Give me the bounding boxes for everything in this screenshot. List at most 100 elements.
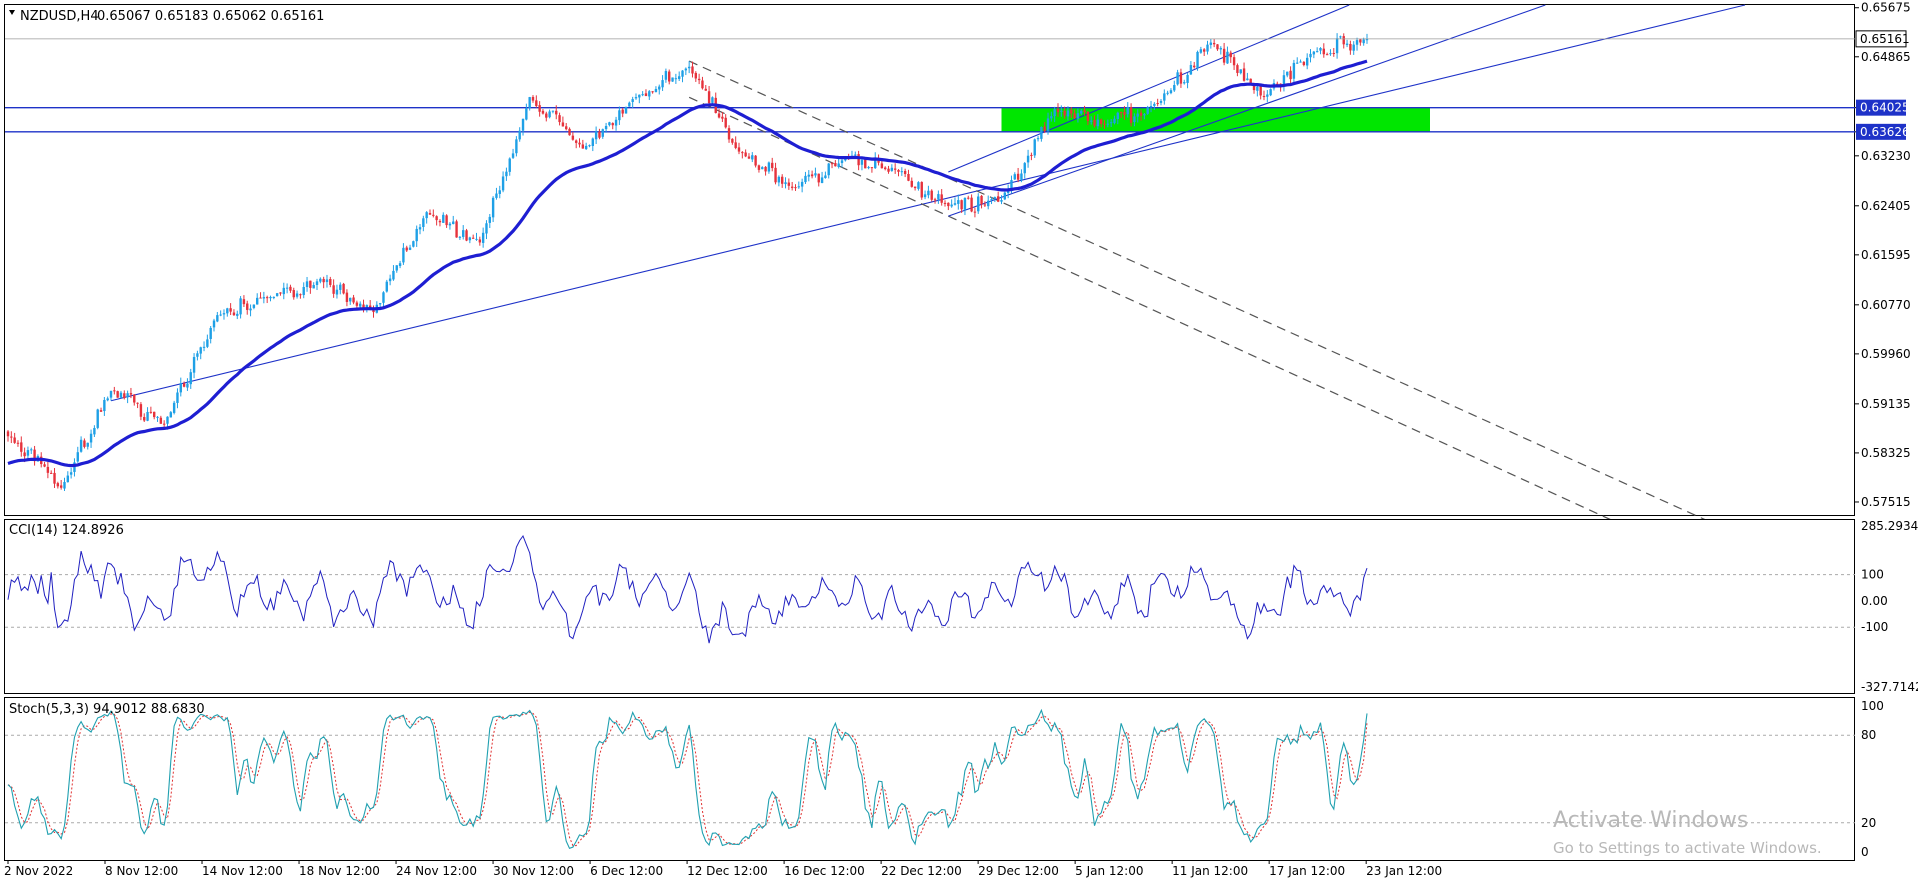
candle [634, 93, 638, 100]
candle [1016, 167, 1020, 183]
cci-line [5, 534, 1855, 644]
candle [468, 236, 472, 244]
price-panel[interactable]: 0.65675 0.64865 0.64025 0.63626 0.63230 0.624… [4, 1, 1911, 630]
candle [521, 118, 525, 136]
candle [594, 126, 598, 145]
candle [920, 181, 923, 200]
candle [265, 295, 269, 304]
candle [870, 166, 874, 173]
candle [1126, 102, 1129, 118]
candle [1309, 49, 1312, 63]
candle [661, 75, 664, 91]
candle [1033, 138, 1036, 158]
candle [884, 166, 887, 171]
cci-panel-frame [4, 519, 1855, 694]
candle [777, 175, 781, 187]
time-tick-label: 29 Dec 12:00 [978, 864, 1059, 878]
candle [628, 101, 631, 107]
candle [113, 386, 116, 395]
candle [1129, 103, 1133, 127]
candle [930, 189, 933, 202]
cci-panel[interactable]: 285.2934 100 0.00 -100 -327.7142 CCI(14) 124… [4, 519, 1918, 694]
candle [309, 280, 312, 294]
candle [697, 73, 701, 85]
candle [93, 425, 96, 437]
candle [69, 467, 73, 479]
candle [794, 184, 797, 191]
candle [638, 94, 641, 104]
candle [86, 442, 89, 450]
candle [325, 274, 329, 288]
candle [747, 153, 751, 160]
candle [1246, 72, 1249, 81]
candle [219, 310, 222, 317]
candle [256, 293, 259, 305]
candle [143, 413, 146, 422]
candle [621, 107, 624, 118]
candle [339, 282, 342, 295]
candle [601, 128, 604, 139]
candle [604, 122, 608, 133]
candle [960, 199, 963, 213]
cci-tick-label: 0.00 [1861, 594, 1888, 608]
candle [471, 234, 475, 239]
candle [668, 69, 671, 85]
time-tick-label: 2 Nov 2022 [4, 864, 73, 878]
candle [644, 89, 648, 97]
candle [46, 461, 50, 479]
candle [774, 162, 777, 185]
candle [192, 353, 196, 379]
candle [232, 309, 236, 316]
cci-tick-label: -327.7142 [1861, 680, 1918, 694]
candle [900, 167, 904, 176]
candle [970, 194, 973, 213]
candle [1040, 126, 1043, 142]
candle [887, 165, 890, 174]
price-tick-label: 0.60770 [1861, 298, 1911, 312]
level-tag-text: 0.63626 [1860, 125, 1910, 139]
cci-axis: 285.2934 100 0.00 -100 -327.7142 [1861, 519, 1918, 694]
candle [608, 121, 611, 127]
stoch-tick-label: 0 [1861, 845, 1869, 859]
candle [1143, 112, 1146, 120]
candle [834, 160, 837, 167]
stoch-lines [5, 708, 1855, 849]
candle [784, 177, 787, 189]
candle [292, 287, 295, 300]
price-panel-frame [4, 4, 1855, 516]
candle [1023, 161, 1026, 179]
candle [1296, 57, 1299, 64]
candle [56, 481, 60, 489]
stoch-panel[interactable]: 100 80 20 0 Stoch(5,3,3) 94.9012 88.6830 [4, 697, 1884, 861]
candle [824, 171, 827, 179]
candle [312, 282, 315, 289]
candle [246, 300, 249, 315]
candle [156, 415, 159, 422]
candle [993, 196, 997, 203]
activation-watermark: Activate Windows Go to Settings to activ… [1553, 808, 1822, 857]
price-tick-label: 0.61595 [1861, 248, 1911, 262]
candle [33, 445, 36, 466]
candle [475, 232, 478, 241]
candle [1099, 118, 1103, 128]
candle [109, 390, 113, 401]
candle [771, 157, 774, 172]
candle [1080, 109, 1083, 115]
candle [535, 95, 538, 108]
candle [13, 432, 16, 444]
candle [388, 274, 392, 286]
candle [123, 390, 126, 400]
candle [106, 396, 109, 402]
candle [1123, 106, 1126, 120]
candle [272, 296, 276, 300]
candle [282, 282, 285, 300]
candle [1136, 109, 1139, 123]
candle [1359, 39, 1362, 46]
candle [425, 211, 428, 224]
candle [737, 142, 741, 155]
time-tick-label: 12 Dec 12:00 [687, 864, 768, 878]
candle [804, 171, 807, 185]
candle [614, 116, 618, 131]
candle [1000, 195, 1003, 205]
